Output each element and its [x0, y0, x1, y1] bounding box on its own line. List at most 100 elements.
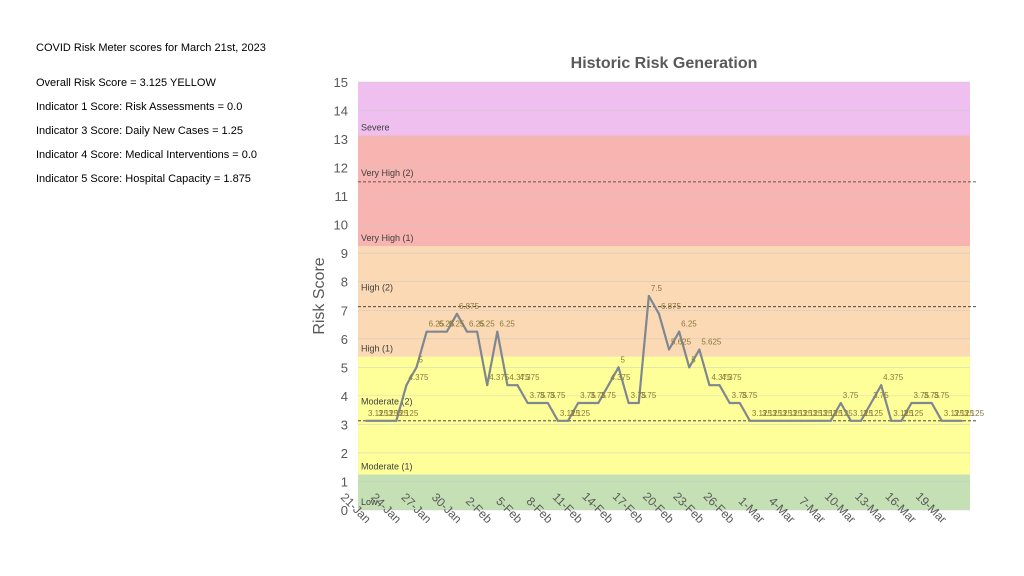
data-label: 4.375	[509, 373, 530, 382]
data-label: 4.375	[883, 373, 904, 382]
overall-risk-score: Overall Risk Score = 3.125 YELLOW	[36, 77, 216, 89]
y-tick-label: 12	[334, 161, 348, 176]
data-label: 3.75	[742, 391, 758, 400]
data-label: 3.125	[823, 409, 844, 418]
data-point	[940, 419, 943, 422]
data-point	[880, 384, 883, 387]
data-point	[779, 419, 782, 422]
data-label: 4.375	[520, 373, 541, 382]
data-point	[961, 419, 963, 422]
data-point	[445, 330, 448, 333]
data-point	[668, 348, 671, 351]
data-label: 3.75	[873, 391, 889, 400]
data-label: 3.75	[600, 391, 616, 400]
data-label: 3.75	[631, 391, 647, 400]
data-point	[728, 402, 731, 404]
risk-summary-panel: COVID Risk Meter scores for March 21st, …	[36, 36, 266, 191]
risk-band-label: Very High (1)	[361, 233, 414, 243]
y-tick-label: 15	[334, 75, 348, 90]
data-point	[698, 348, 701, 351]
risk-sub-band-label: Moderate (2)	[361, 396, 413, 406]
data-point	[516, 384, 519, 387]
data-point	[839, 402, 842, 404]
y-tick-label: 7	[341, 303, 348, 318]
indicator-5-score: Indicator 5 Score: Hospital Capacity = 1…	[36, 173, 251, 185]
data-label: 5	[419, 355, 424, 364]
data-label: 3.75	[540, 391, 556, 400]
y-tick-label: 11	[335, 189, 349, 204]
risk-band-2	[358, 246, 970, 357]
data-point	[395, 419, 398, 422]
data-point	[870, 402, 873, 404]
data-point	[375, 419, 378, 422]
data-label: 3.125	[964, 409, 985, 418]
data-label: 3.125	[802, 409, 823, 418]
data-point	[657, 312, 660, 315]
y-tick-label: 6	[341, 332, 348, 347]
data-point	[769, 419, 772, 422]
data-point	[486, 384, 489, 387]
data-label: 6.875	[661, 302, 682, 311]
y-tick-label: 14	[334, 104, 348, 119]
data-label: 4.375	[408, 373, 429, 382]
data-point	[587, 402, 590, 404]
y-tick-label: 4	[341, 389, 348, 404]
risk-sub-band-label: High (2)	[361, 282, 393, 292]
data-point	[718, 384, 721, 387]
data-label: 5	[621, 355, 626, 364]
data-point	[738, 402, 741, 404]
data-label: 5.625	[701, 338, 722, 347]
data-point	[859, 419, 862, 422]
data-label: 3.125	[893, 409, 914, 418]
data-label: 3.125	[792, 409, 813, 418]
data-point	[849, 419, 852, 422]
y-tick-label: 10	[334, 218, 348, 233]
data-point	[567, 419, 570, 422]
data-point	[506, 384, 509, 387]
data-label: 3.125	[560, 409, 581, 418]
data-point	[536, 402, 539, 404]
risk-band-label: High (1)	[361, 344, 393, 354]
data-label: 7.5	[651, 284, 663, 293]
data-label: 3.75	[924, 391, 940, 400]
data-point	[950, 419, 953, 422]
y-tick-label: 5	[341, 360, 348, 375]
data-point	[890, 419, 893, 422]
data-point	[556, 419, 559, 422]
summary-header: COVID Risk Meter scores for March 21st, …	[36, 42, 266, 54]
data-point	[455, 312, 458, 315]
data-point	[900, 419, 903, 422]
risk-chart-svg: Historic Risk Generation Low Moderate (1) H…	[311, 55, 985, 526]
data-point	[819, 419, 822, 422]
data-label: 4.375	[489, 373, 510, 382]
data-point	[789, 419, 792, 422]
data-label: 5.625	[671, 338, 692, 347]
data-point	[405, 384, 408, 387]
data-label: 3.125	[903, 409, 924, 418]
data-label: 3.75	[641, 391, 657, 400]
data-point	[930, 402, 933, 404]
data-label: 3.75	[550, 391, 566, 400]
data-point	[647, 295, 650, 297]
data-label: 6.875	[459, 302, 480, 311]
data-point	[476, 330, 479, 333]
indicator-1-score: Indicator 1 Score: Risk Assessments = 0.…	[36, 101, 243, 113]
y-tick-label: 13	[334, 132, 348, 147]
data-point	[617, 366, 620, 369]
data-point	[799, 419, 802, 422]
indicator-3-score: Indicator 3 Score: Daily New Cases = 1.2…	[36, 125, 243, 137]
data-point	[920, 402, 923, 404]
risk-band-1	[358, 356, 970, 475]
data-point	[597, 402, 600, 404]
risk-band-label: Severe	[361, 123, 390, 133]
data-label: 3.125	[944, 409, 965, 418]
data-label: 3.125	[812, 409, 833, 418]
data-point	[829, 419, 832, 422]
data-label: 3.75	[590, 391, 606, 400]
y-tick-label: 0	[341, 503, 348, 518]
data-label: 3.125	[570, 409, 591, 418]
risk-band-label: Moderate (1)	[361, 461, 413, 471]
data-label: 6.25	[469, 320, 485, 329]
y-axis-label: Risk Score	[311, 257, 328, 334]
data-label: 4.375	[610, 373, 631, 382]
